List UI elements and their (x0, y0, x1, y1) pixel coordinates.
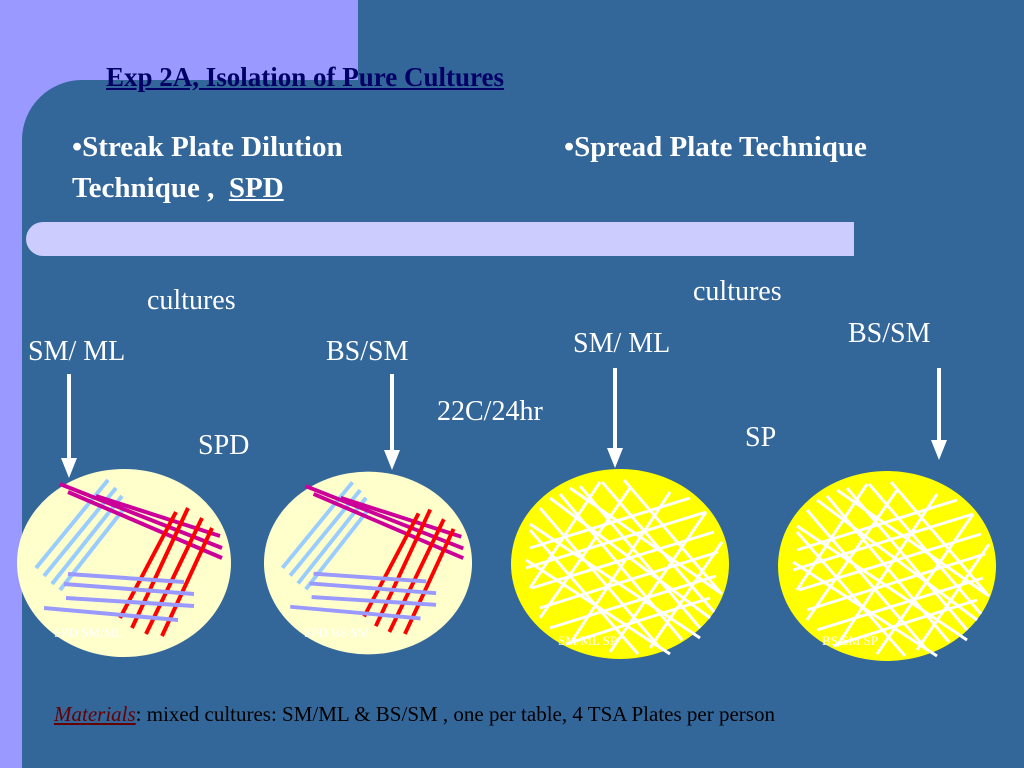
down-arrow-icon (61, 374, 77, 478)
label-smml-1: SM/ ML (28, 336, 126, 367)
heading-spread: •Spread Plate Technique (564, 131, 867, 163)
materials-text: : mixed cultures: SM/ML & BS/SM , one pe… (135, 702, 775, 726)
label-bssm-2: BS/SM (848, 318, 931, 349)
plate-caption: SPD BS/SM (304, 625, 370, 640)
label-bssm-1: BS/SM (326, 336, 409, 367)
down-arrow-icon (384, 374, 400, 470)
spd-abbreviation: SPD (228, 172, 284, 204)
label-incubation: 22C/24hr (437, 396, 543, 427)
label-smml-2: SM/ ML (573, 328, 671, 359)
bullet: • (564, 131, 575, 163)
down-arrow-icon (931, 368, 947, 460)
plate-caption: SPD SM/ML (54, 625, 123, 640)
heading-streak-line1: •Streak Plate Dilution (72, 131, 343, 163)
streak-plate-bssm (263, 471, 473, 655)
plate-caption: SM/ML SP (558, 633, 618, 648)
label-spd: SPD (198, 430, 250, 461)
bullet: • (72, 131, 83, 163)
spread-plate-smml (511, 469, 729, 659)
spread-plate-bssm (778, 471, 996, 661)
label-cultures-left: cultures (147, 285, 236, 316)
label-cultures-right: cultures (693, 276, 782, 307)
plate-caption: BS/SM SP (822, 633, 879, 648)
slide-title: Exp 2A, Isolation of Pure Cultures (106, 62, 505, 92)
down-arrow-icon (607, 368, 623, 468)
materials-note: Materials: mixed cultures: SM/ML & BS/SM… (54, 702, 775, 727)
divider-bar (26, 222, 854, 256)
streak-plate-smml (17, 469, 231, 657)
label-sp: SP (745, 422, 777, 453)
materials-label: Materials (54, 702, 136, 726)
heading-streak-line2: Technique , SPD (72, 172, 284, 204)
